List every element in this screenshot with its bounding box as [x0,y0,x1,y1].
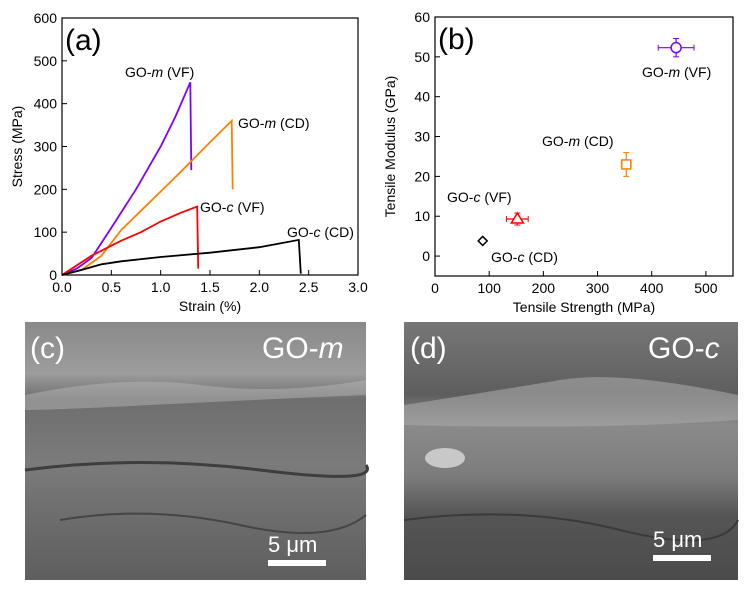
data-point-triangle [510,211,525,224]
x-tick-label: 1.5 [200,279,220,295]
panel-label-d: (d) [410,332,447,365]
y-tick-label: 30 [414,129,430,145]
x-tick-label: 0.5 [102,279,122,295]
label-italic: m [264,115,276,131]
sem-crack [59,512,367,534]
data-point-square [621,159,632,170]
label-italic: c [313,224,320,240]
label-prefix: GO- [491,249,518,265]
series-label: GO-m (VF) [125,64,194,80]
y-tick-label: 400 [34,96,58,112]
scale-bar-label: 5 μm [653,527,702,552]
panel-b-modulus-strength: 0 100 200 300 400 500 0 10 20 30 40 50 60 Tensile Str… [382,9,734,315]
panel-label: (a) [65,24,102,57]
label-italic: c [226,199,233,215]
sem-crack [403,513,739,542]
label-suffix: (VF) [233,199,264,215]
x-tick-label: 100 [478,280,502,296]
label-italic: m [668,64,680,80]
x-tick-label: 400 [640,280,664,296]
label-prefix: GO- [642,64,669,80]
label-prefix: GO- [287,224,314,240]
label-suffix: (VF) [680,64,711,80]
label-suffix: (VF) [480,189,511,205]
y-axis-label: Stress (MPa) [9,106,25,188]
scale-bar [653,555,711,561]
sem-layer [25,380,366,410]
label-italic: m [568,133,580,149]
label-suffix: (CD) [276,115,309,131]
series-line-go-c-vf- [61,205,200,276]
point-label: GO-c (VF) [447,189,512,205]
sem-layer [404,377,738,427]
sem-image-go-c [404,322,738,580]
label-suffix: (CD) [320,224,353,240]
label-suffix: (CD) [580,133,613,149]
x-tick-label: 500 [694,280,718,296]
x-tick-label: 3.0 [348,279,368,295]
image-title-go-m: GO-m [262,332,344,365]
x-axis-label: Tensile Strength (MPa) [513,299,655,315]
x-tick-label: 200 [532,280,556,296]
x-tick-label: 300 [586,280,610,296]
y-tick-label: 50 [414,49,430,65]
x-tick-label: 0.0 [52,279,72,295]
label-prefix: GO- [447,189,474,205]
scale-bar-label: 5 μm [268,532,317,557]
series-line-go-c-cd- [61,238,302,276]
x-axis-label: Strain (%) [179,298,241,314]
x-tick-label: 2.5 [299,279,319,295]
series-line-go-m-vf- [61,81,193,276]
series-label: GO-c (VF) [200,199,265,215]
sem-flake [425,448,465,468]
y-tick-label: 0 [49,267,57,283]
label-prefix: GO- [200,199,227,215]
panel-d-sem-image [403,322,739,580]
y-tick-label: 200 [34,181,58,197]
label-prefix: GO- [238,115,265,131]
image-title-go-c: GO-c [648,332,720,365]
y-tick-label: 20 [414,168,430,184]
data-point-circle [670,41,682,54]
y-tick-label: 0 [422,248,430,264]
x-tick-label: 2.0 [250,279,270,295]
y-tick-label: 600 [34,10,58,26]
series-label: GO-m (CD) [238,115,310,131]
y-tick-label: 300 [34,139,58,155]
series-line-go-m-cd- [61,118,234,276]
x-tick-label: 0 [431,280,439,296]
panel-a-stress-strain: 0.0 0.5 1.0 1.5 2.0 2.5 3.0 0 100 200 300 400 500 600… [9,10,368,314]
label-prefix: GO- [542,133,569,149]
series-label: GO-c (CD) [287,224,354,240]
point-label: GO-m (CD) [542,133,614,149]
label-italic: c [473,189,480,205]
label-prefix: GO- [125,64,152,80]
y-tick-label: 100 [34,224,58,240]
label-suffix: (VF) [163,64,194,80]
data-point-diamond [477,235,489,247]
x-tick-label: 1.0 [151,279,171,295]
y-tick-label: 500 [34,53,58,69]
y-tick-label: 60 [414,9,430,25]
panel-c-sem-image [24,322,369,580]
y-axis-label: Tensile Modulus (GPa) [382,76,398,218]
scale-bar [268,560,326,566]
point-label: GO-c (CD) [491,249,558,265]
y-tick-label: 10 [414,208,430,224]
label-italic: c [517,249,524,265]
panel-label: (b) [438,23,475,56]
panel-label-c: (c) [30,332,65,365]
plot-frame [434,16,734,277]
y-tick-label: 40 [414,89,430,105]
sem-crack [24,461,369,478]
label-italic: m [151,64,163,80]
point-label: GO-m (VF) [642,64,711,80]
label-suffix: (CD) [524,249,557,265]
sem-image-go-m [25,322,366,580]
